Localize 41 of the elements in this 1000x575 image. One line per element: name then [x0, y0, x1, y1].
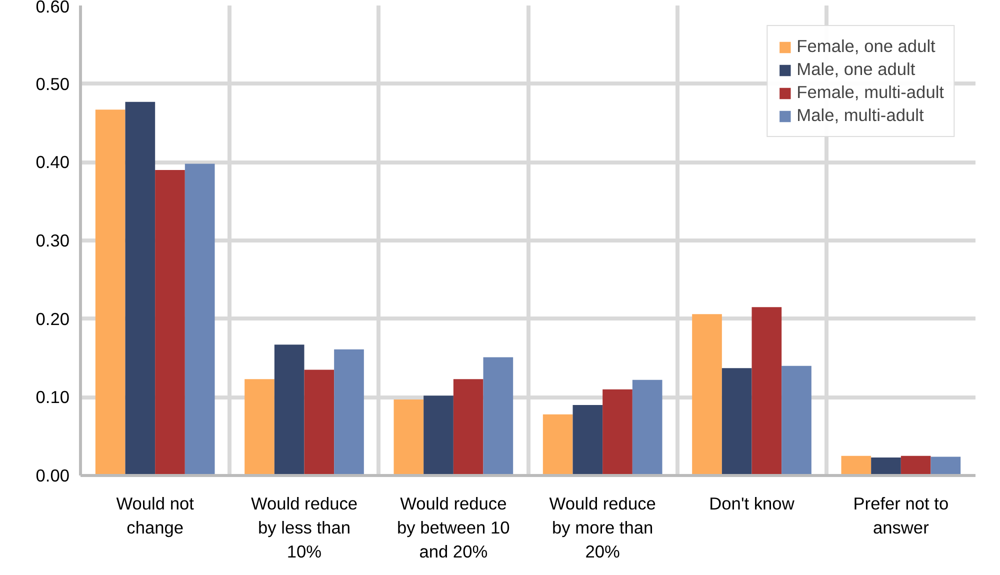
- bar: [334, 349, 364, 476]
- bar: [930, 456, 961, 476]
- y-tick-label: 0.30: [36, 230, 70, 250]
- x-tick-label: Would reduce by less than 10%: [250, 494, 358, 562]
- legend-label: Male, one adult: [796, 59, 916, 80]
- bar: [900, 456, 931, 476]
- bar: [424, 396, 454, 476]
- y-tick-label: 0.40: [36, 152, 70, 172]
- legend-label: Female, one adult: [796, 36, 936, 57]
- bar: [155, 170, 185, 476]
- legend-label: Female, multi-adult: [796, 82, 944, 103]
- bar: [722, 368, 752, 476]
- bar: [572, 405, 603, 476]
- bar: [184, 164, 215, 476]
- bar: [274, 344, 304, 476]
- bar: [125, 102, 156, 476]
- bar: [602, 389, 632, 476]
- x-tick-label: Would not change: [116, 494, 194, 538]
- bar: [244, 379, 274, 476]
- x-tick-label: Prefer not to answer: [853, 494, 949, 538]
- x-tick-label: Don't know: [709, 494, 795, 514]
- bar: [483, 357, 514, 476]
- bar: [871, 457, 901, 476]
- bar: [542, 414, 573, 476]
- legend-label: Male, multi-adult: [796, 105, 924, 126]
- y-tick-label: 0.50: [36, 74, 70, 94]
- y-tick-label: 0.00: [36, 466, 70, 486]
- y-tick-label: 0.10: [36, 387, 70, 408]
- bar: [782, 366, 812, 476]
- bar: [304, 370, 334, 476]
- x-tick-label: Would reduce by between 10 and 20%: [397, 494, 510, 562]
- bar: [394, 400, 424, 476]
- bar: [95, 110, 126, 476]
- bar: [453, 379, 484, 476]
- x-tick-label: Would reduce by more than 20%: [549, 494, 656, 562]
- y-tick-label: 0.60: [36, 0, 70, 16]
- y-tick-label: 0.20: [36, 308, 70, 329]
- bar: [841, 456, 872, 476]
- bar: [692, 314, 722, 476]
- bar: [752, 307, 782, 476]
- bar: [632, 380, 662, 476]
